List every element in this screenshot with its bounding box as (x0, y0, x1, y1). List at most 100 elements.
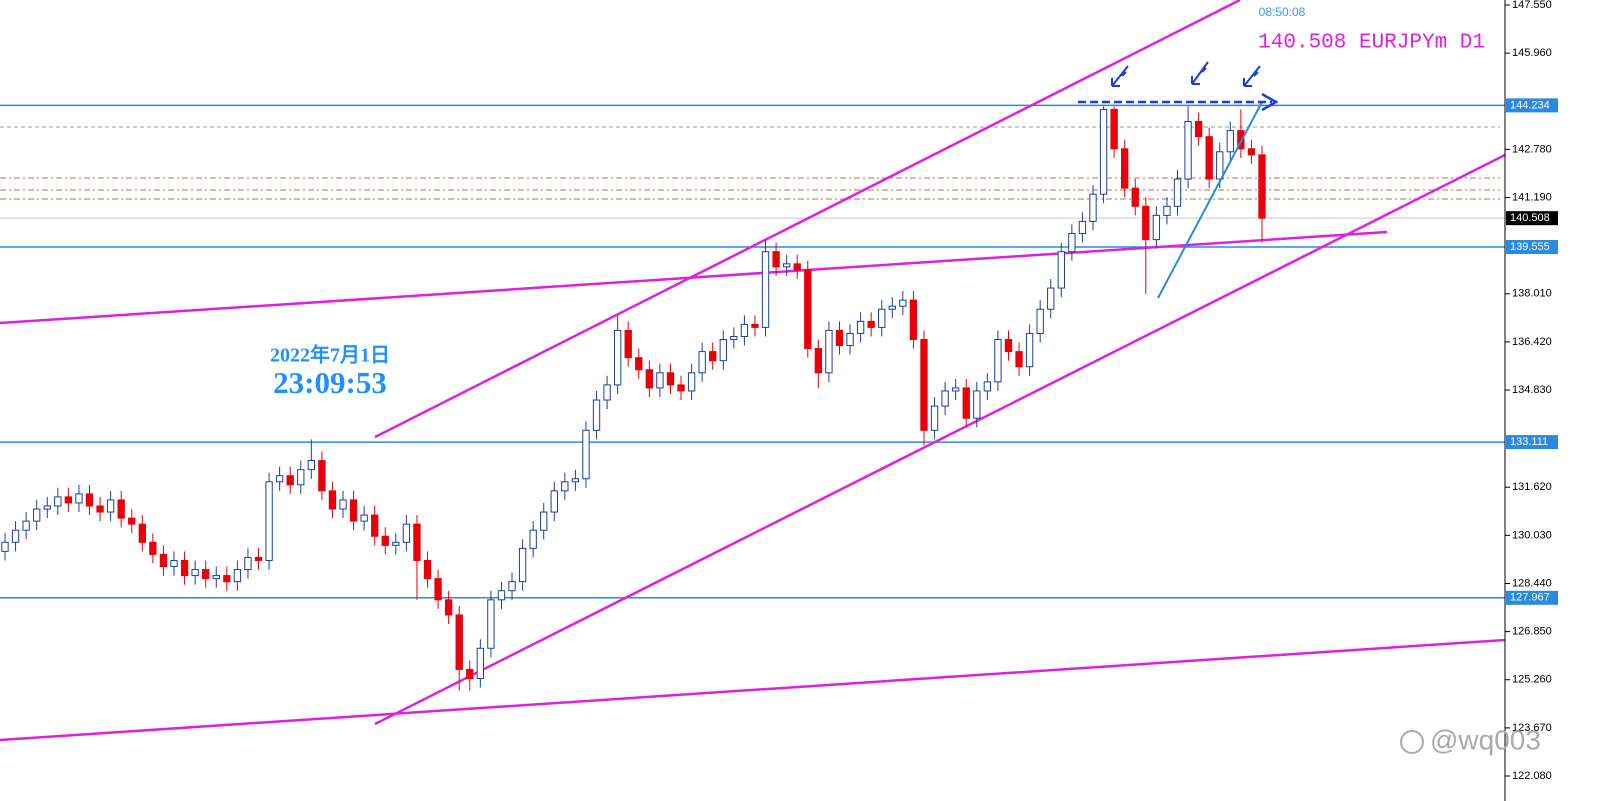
candle-body (371, 514, 379, 537)
candle-body (22, 520, 30, 531)
candle-body (582, 429, 590, 480)
trend-line (374, 0, 1241, 439)
candle-body (1047, 287, 1055, 310)
y-tick-label: 126.850 (1512, 626, 1552, 638)
current-price-box (1506, 211, 1558, 226)
candle-body (244, 556, 252, 571)
candle-body (434, 578, 442, 601)
candle-body (1258, 154, 1266, 219)
candle-body (899, 299, 907, 307)
arrow-mark (1243, 65, 1261, 87)
level-label-box (1506, 240, 1558, 255)
candle-body (318, 460, 326, 492)
candle-body (730, 335, 738, 340)
candle-body (835, 329, 844, 347)
y-tick-label: 130.030 (1512, 529, 1552, 541)
candle-body (1163, 205, 1171, 216)
drawings (0, 0, 1505, 742)
y-tick-label: 141.190 (1512, 191, 1552, 203)
candle-body (962, 387, 970, 419)
candle-body (1205, 136, 1213, 180)
level-label: 144.234 (1510, 99, 1550, 111)
clock: 08:50:08 (1259, 5, 1306, 19)
candle-body (1173, 178, 1182, 207)
candle-body (265, 481, 273, 561)
y-tick-label: 131.620 (1512, 481, 1552, 493)
candle-body (1089, 193, 1097, 222)
candle-body (1099, 108, 1108, 195)
candle-body (508, 581, 516, 592)
candle-body (1247, 148, 1256, 156)
candle-body (1142, 205, 1150, 241)
candle-body (793, 263, 801, 271)
candle-body (666, 372, 675, 386)
candle-body (360, 514, 368, 522)
candle-body (561, 481, 569, 492)
trend-line (374, 153, 1505, 726)
candle-body (11, 529, 20, 543)
candle-body (1184, 121, 1192, 180)
candle-body (687, 372, 696, 392)
candle-body (75, 493, 83, 504)
candle-body (983, 381, 992, 392)
level-label: 139.555 (1510, 241, 1550, 253)
y-tick-label: 145.960 (1512, 47, 1552, 59)
candle-body (33, 508, 41, 522)
candle-body (878, 308, 886, 328)
level-label: 133.111 (1510, 436, 1548, 448)
candle-body (138, 523, 146, 543)
candle-body (307, 460, 315, 471)
candle-body (64, 496, 73, 504)
candle-body (941, 390, 949, 407)
trend-line (1157, 101, 1263, 299)
candle-body (1057, 251, 1065, 289)
watermark: @wq003 (1430, 724, 1541, 755)
candle-body (212, 575, 220, 580)
candle-body (1110, 108, 1118, 150)
y-tick-label: 134.830 (1512, 384, 1552, 396)
arrow-mark (1191, 61, 1209, 85)
candle-body (1, 541, 9, 552)
candle-body (191, 569, 199, 577)
candle-body (751, 323, 759, 328)
candle-body (709, 351, 717, 362)
candle-body (635, 357, 643, 371)
level-label: 127.967 (1510, 592, 1550, 604)
y-tick-label: 138.010 (1512, 288, 1552, 300)
current-price-label: 140.508 (1510, 212, 1550, 224)
candle-body (761, 251, 770, 328)
candle-body (518, 547, 527, 583)
arrow-mark (1111, 65, 1129, 87)
candle-body (645, 369, 654, 389)
candles (1, 106, 1266, 691)
candle-body (96, 505, 104, 513)
candle-body (1068, 233, 1076, 253)
y-tick-label: 136.420 (1512, 336, 1552, 348)
candle-body (888, 305, 896, 310)
trend-line (0, 638, 1505, 742)
candle-body (1152, 214, 1161, 241)
candle-body (782, 263, 791, 268)
candle-body (592, 399, 601, 431)
y-tick-label: 147.550 (1512, 0, 1552, 11)
candle-body (540, 511, 548, 531)
candle-body (339, 499, 347, 510)
candle-body (402, 523, 411, 543)
candle-body (867, 320, 875, 328)
candle-body (128, 517, 136, 525)
candle-body (159, 553, 168, 568)
candle-body (476, 647, 485, 680)
candle-body (1226, 130, 1234, 153)
candle-body (930, 405, 939, 431)
candle-body (423, 559, 432, 580)
y-tick-label: 123.670 (1512, 722, 1552, 734)
candle-body (698, 351, 706, 374)
candle-body (613, 329, 622, 386)
candle-body (381, 535, 389, 546)
candle-body (275, 475, 284, 483)
candle-body (149, 541, 157, 555)
candle-body (1216, 151, 1224, 180)
candle-body (1004, 338, 1013, 353)
candle-body (202, 569, 210, 580)
